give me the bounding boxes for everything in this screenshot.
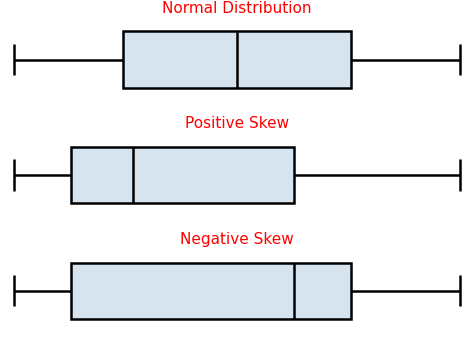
Text: Positive Skew: Positive Skew [185, 116, 289, 131]
Text: Negative Skew: Negative Skew [180, 232, 294, 247]
Bar [71, 262, 351, 318]
Bar [71, 147, 294, 203]
Text: Normal Distribution: Normal Distribution [162, 1, 312, 16]
Bar [123, 32, 351, 88]
